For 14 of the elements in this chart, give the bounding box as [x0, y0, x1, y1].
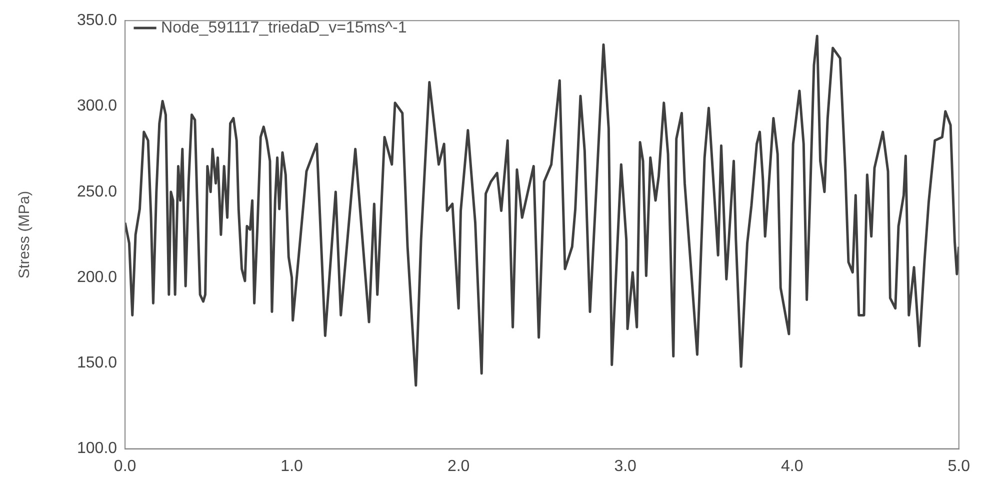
y-tick-label: 150.0: [76, 354, 118, 372]
legend-label: Node_591117_triedaD_v=15ms^-1: [161, 19, 407, 36]
y-tick-label: 350.0: [76, 12, 118, 30]
x-tick-label: 4.0: [780, 458, 804, 475]
x-tick-label: 0.0: [114, 458, 136, 475]
x-tick-label: 2.0: [447, 458, 470, 475]
x-tick-label: 1.0: [280, 458, 304, 475]
y-tick-label: 100.0: [76, 440, 118, 458]
x-tick-label: 5.0: [948, 458, 970, 475]
y-tick-label: 200.0: [76, 268, 118, 286]
x-tick-label: 3.0: [614, 458, 637, 475]
y-tick-label: 250.0: [76, 183, 118, 200]
y-tick-label: 300.0: [76, 98, 118, 115]
y-axis-title: Stress (MPa): [16, 190, 34, 278]
